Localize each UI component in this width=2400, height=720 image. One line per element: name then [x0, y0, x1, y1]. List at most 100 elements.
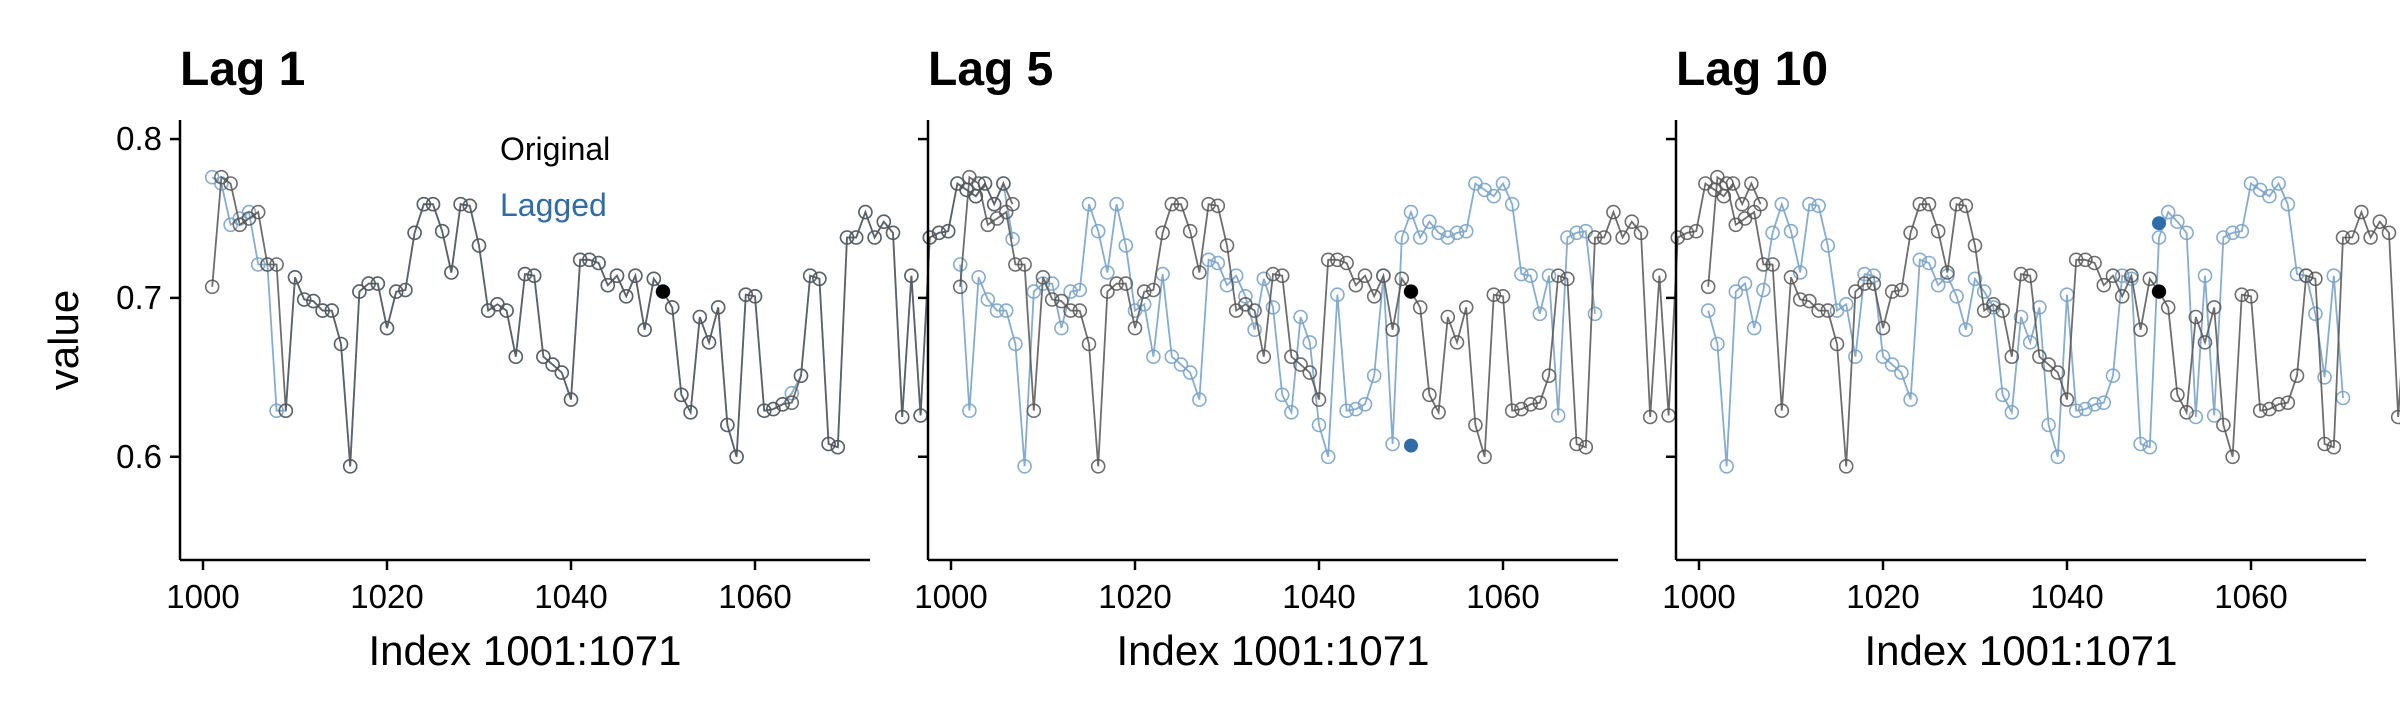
- legend-entry-original: Original: [500, 131, 610, 167]
- original-point: [1624, 214, 1640, 229]
- original-point: [1679, 225, 1695, 241]
- original-point: [747, 288, 763, 304]
- original-point: [1560, 271, 1575, 287]
- original-point: [2262, 401, 2277, 417]
- lagged-point: [1838, 296, 1854, 312]
- original-point: [1569, 436, 1584, 452]
- lagged-point: [1967, 271, 1983, 287]
- lagged-point: [2041, 417, 2056, 433]
- original-point: [2243, 288, 2259, 304]
- original-point: [2013, 266, 2029, 282]
- lagged-point: [1422, 214, 1437, 229]
- original-point: [582, 252, 597, 268]
- lagged-point: [1532, 306, 1548, 322]
- lagged-point: [1210, 255, 1226, 271]
- lagged-point: [1912, 252, 1928, 268]
- original-point: [1348, 277, 1364, 293]
- lagged-point: [1746, 320, 1762, 336]
- lagged-point: [1894, 365, 1909, 380]
- x-axis-label: Index 1001:1071: [1117, 627, 1430, 674]
- lagged-point: [1090, 223, 1106, 239]
- lagged-point: [1201, 252, 1216, 268]
- original-point: [1744, 176, 1759, 191]
- original-point: [1311, 392, 1327, 407]
- original-point: [416, 196, 432, 212]
- original-point: [1783, 269, 1799, 285]
- lagged-point: [784, 385, 800, 401]
- original-point: [2050, 365, 2066, 380]
- original-point: [729, 449, 744, 465]
- lagged-point: [1173, 357, 1189, 372]
- original-point: [830, 439, 846, 455]
- original-point: [1875, 320, 1891, 336]
- original-point: [885, 225, 901, 241]
- lagged-point: [1587, 306, 1603, 322]
- lagged-point: [2096, 395, 2112, 411]
- original-point: [674, 387, 689, 403]
- y-tick-label: 0.7: [116, 279, 162, 316]
- original-point: [1829, 336, 1845, 352]
- original-point: [1357, 268, 1373, 284]
- original-point: [1774, 403, 1790, 419]
- original-point: [1265, 266, 1281, 282]
- lagged-point: [2142, 439, 2158, 455]
- original-point: [793, 368, 809, 384]
- original-point: [2308, 271, 2323, 287]
- original-point: [1339, 255, 1354, 271]
- original-line: [959, 175, 1762, 467]
- original-point: [1912, 196, 1928, 212]
- original-point: [260, 257, 275, 272]
- original-point: [407, 225, 422, 241]
- original-point: [971, 176, 986, 191]
- original-point: [1155, 225, 1170, 241]
- original-point: [1247, 303, 1262, 318]
- lagged-point: [980, 292, 996, 307]
- lagged-point: [2216, 230, 2231, 245]
- lagged-point: [2326, 268, 2342, 284]
- lagged-point: [1026, 284, 1042, 299]
- lagged-point: [1560, 230, 1575, 245]
- lagged-point: [1182, 365, 1198, 380]
- lagged-point: [1320, 449, 1336, 465]
- x-tick-label: 1040: [1282, 578, 1355, 615]
- lagged-point: [2133, 436, 2148, 452]
- lagged-point: [1412, 230, 1428, 245]
- original-point: [517, 266, 533, 282]
- original-point: [1044, 292, 1060, 307]
- original-point: [1884, 284, 1900, 299]
- original-point: [1017, 257, 1032, 272]
- original-point: [536, 349, 551, 365]
- x-tick-label: 1000: [914, 578, 987, 615]
- original-point: [1811, 303, 1826, 318]
- y-tick-label: 0.6: [116, 438, 162, 475]
- original-point: [1366, 288, 1382, 304]
- lagged-point: [1284, 404, 1299, 420]
- lagged-point: [1054, 320, 1069, 336]
- x-tick-label: 1060: [2214, 578, 2287, 615]
- original-point: [1293, 357, 1308, 372]
- lagged-point: [2078, 401, 2093, 417]
- lagged-series: [952, 176, 1603, 474]
- original-point: [572, 252, 588, 268]
- lagged-point: [1063, 284, 1078, 299]
- original-point: [1765, 257, 1780, 272]
- lagged-point: [1238, 288, 1253, 304]
- original-point: [1495, 288, 1511, 304]
- lagged-point: [1569, 225, 1584, 241]
- lagged-point: [1504, 196, 1520, 212]
- original-point: [2271, 396, 2286, 412]
- x-tick-label: 1040: [2030, 578, 2103, 615]
- original-point: [1109, 276, 1124, 291]
- original-point: [2372, 214, 2388, 229]
- original-point: [1376, 268, 1391, 284]
- original-point: [609, 268, 625, 284]
- original-series: [1700, 169, 2400, 474]
- lagged-point: [1486, 188, 1502, 204]
- original-point: [1838, 458, 1854, 474]
- original-point: [2004, 349, 2020, 365]
- original-point: [710, 300, 726, 315]
- lagged-point: [1274, 387, 1290, 403]
- original-point: [2087, 255, 2102, 271]
- lagged-point: [1976, 284, 1992, 299]
